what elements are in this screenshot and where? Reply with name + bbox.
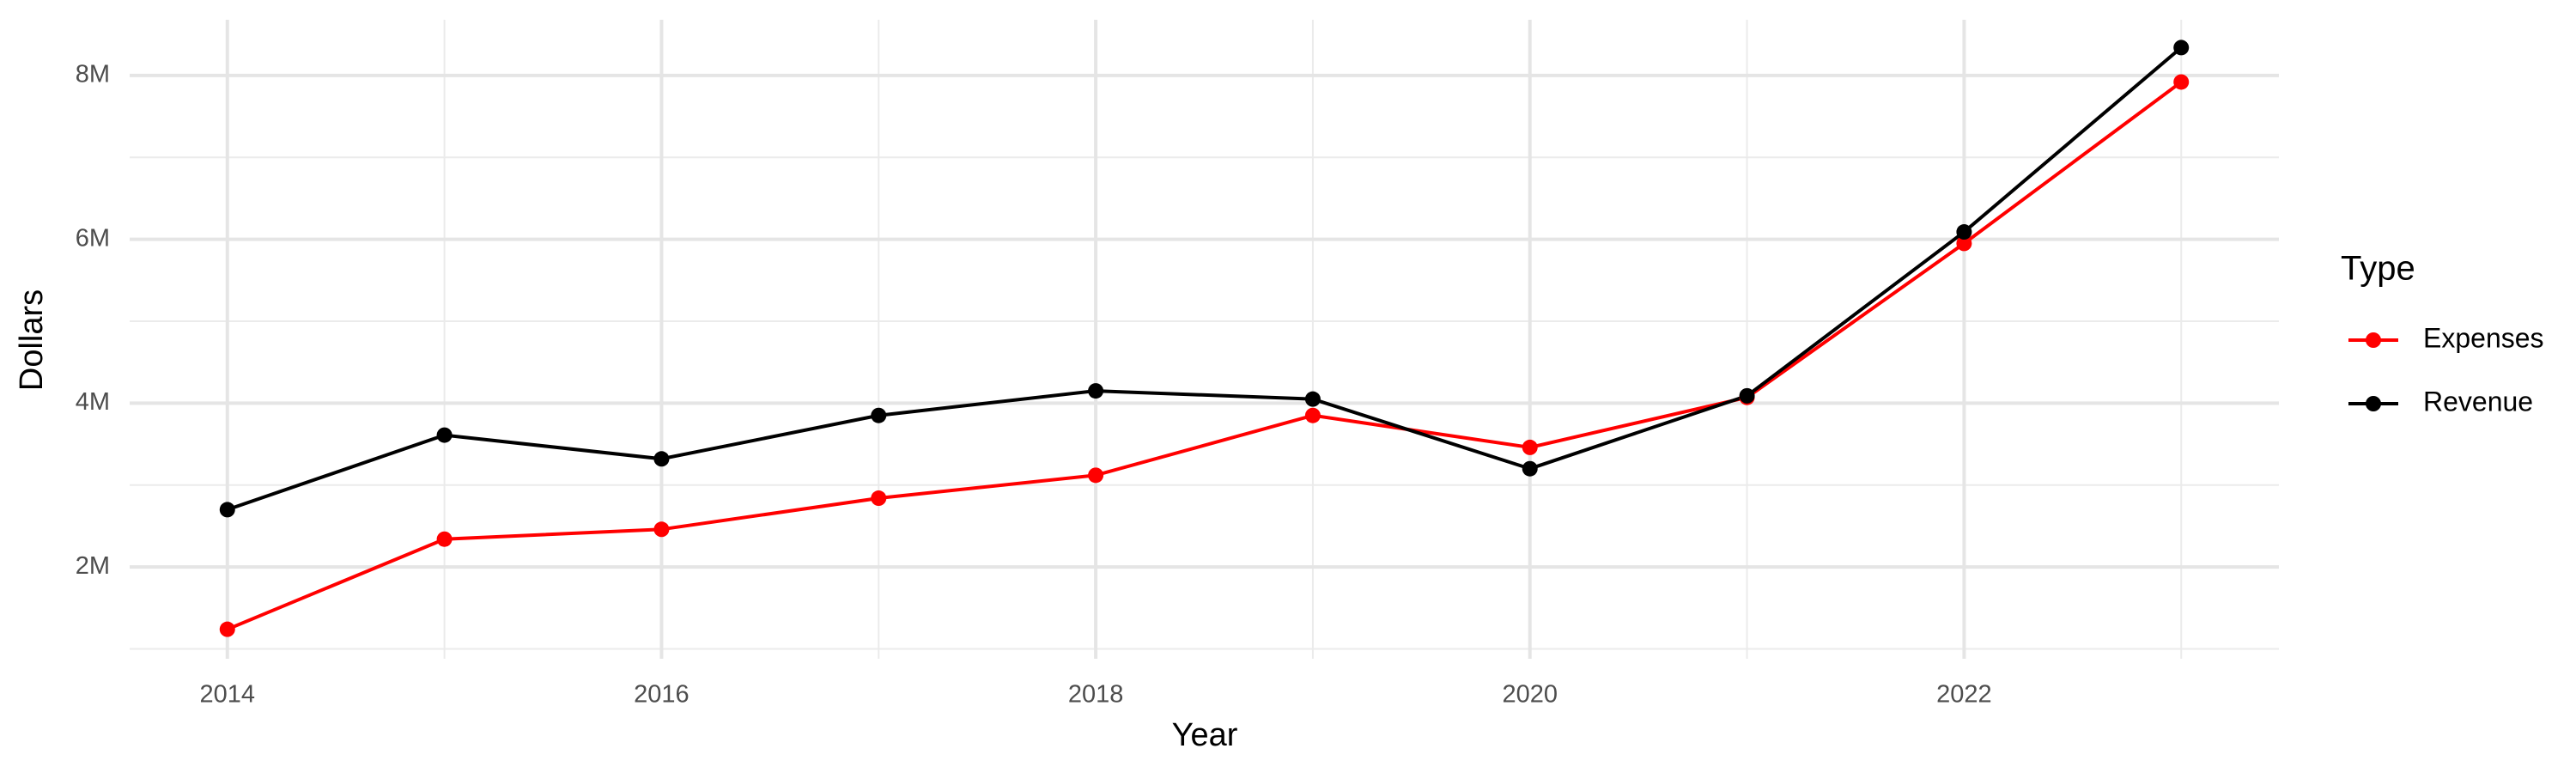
data-point (1088, 383, 1104, 399)
data-point (436, 427, 453, 443)
data-point (1304, 391, 1321, 407)
data-point (2173, 40, 2190, 56)
data-point (1739, 387, 1755, 404)
data-point (653, 451, 670, 467)
legend-label: Expenses (2423, 322, 2544, 353)
x-tick-label: 2018 (1068, 681, 1124, 709)
legend-swatch-point (2366, 396, 2381, 411)
data-point (871, 490, 887, 507)
data-point (1522, 439, 1538, 455)
data-point (436, 531, 453, 547)
y-axis-title: Dollars (14, 289, 50, 391)
y-tick-label: 8M (76, 61, 110, 88)
series-line (227, 80, 2183, 631)
data-point (1304, 407, 1321, 423)
data-point (1088, 467, 1104, 484)
y-tick-label: 4M (76, 388, 110, 416)
x-tick-label: 2016 (634, 681, 690, 709)
data-point (871, 407, 887, 423)
x-axis-title: Year (1172, 717, 1238, 753)
data-point (1522, 460, 1538, 477)
x-tick-label: 2014 (200, 681, 256, 709)
data-point (653, 521, 670, 538)
data-point (1956, 224, 1972, 240)
series-line (227, 46, 2183, 512)
legend-title: Type (2341, 250, 2415, 288)
data-point (219, 502, 235, 518)
data-point (219, 621, 235, 637)
y-tick-label: 2M (76, 552, 110, 580)
x-tick-label: 2020 (1502, 681, 1558, 709)
y-tick-label: 6M (76, 224, 110, 252)
legend-swatch-point (2366, 332, 2381, 348)
data-point (2173, 74, 2190, 90)
x-tick-label: 2022 (1936, 681, 1992, 709)
data-point (1956, 235, 1972, 252)
legend-label: Revenue (2423, 386, 2533, 417)
